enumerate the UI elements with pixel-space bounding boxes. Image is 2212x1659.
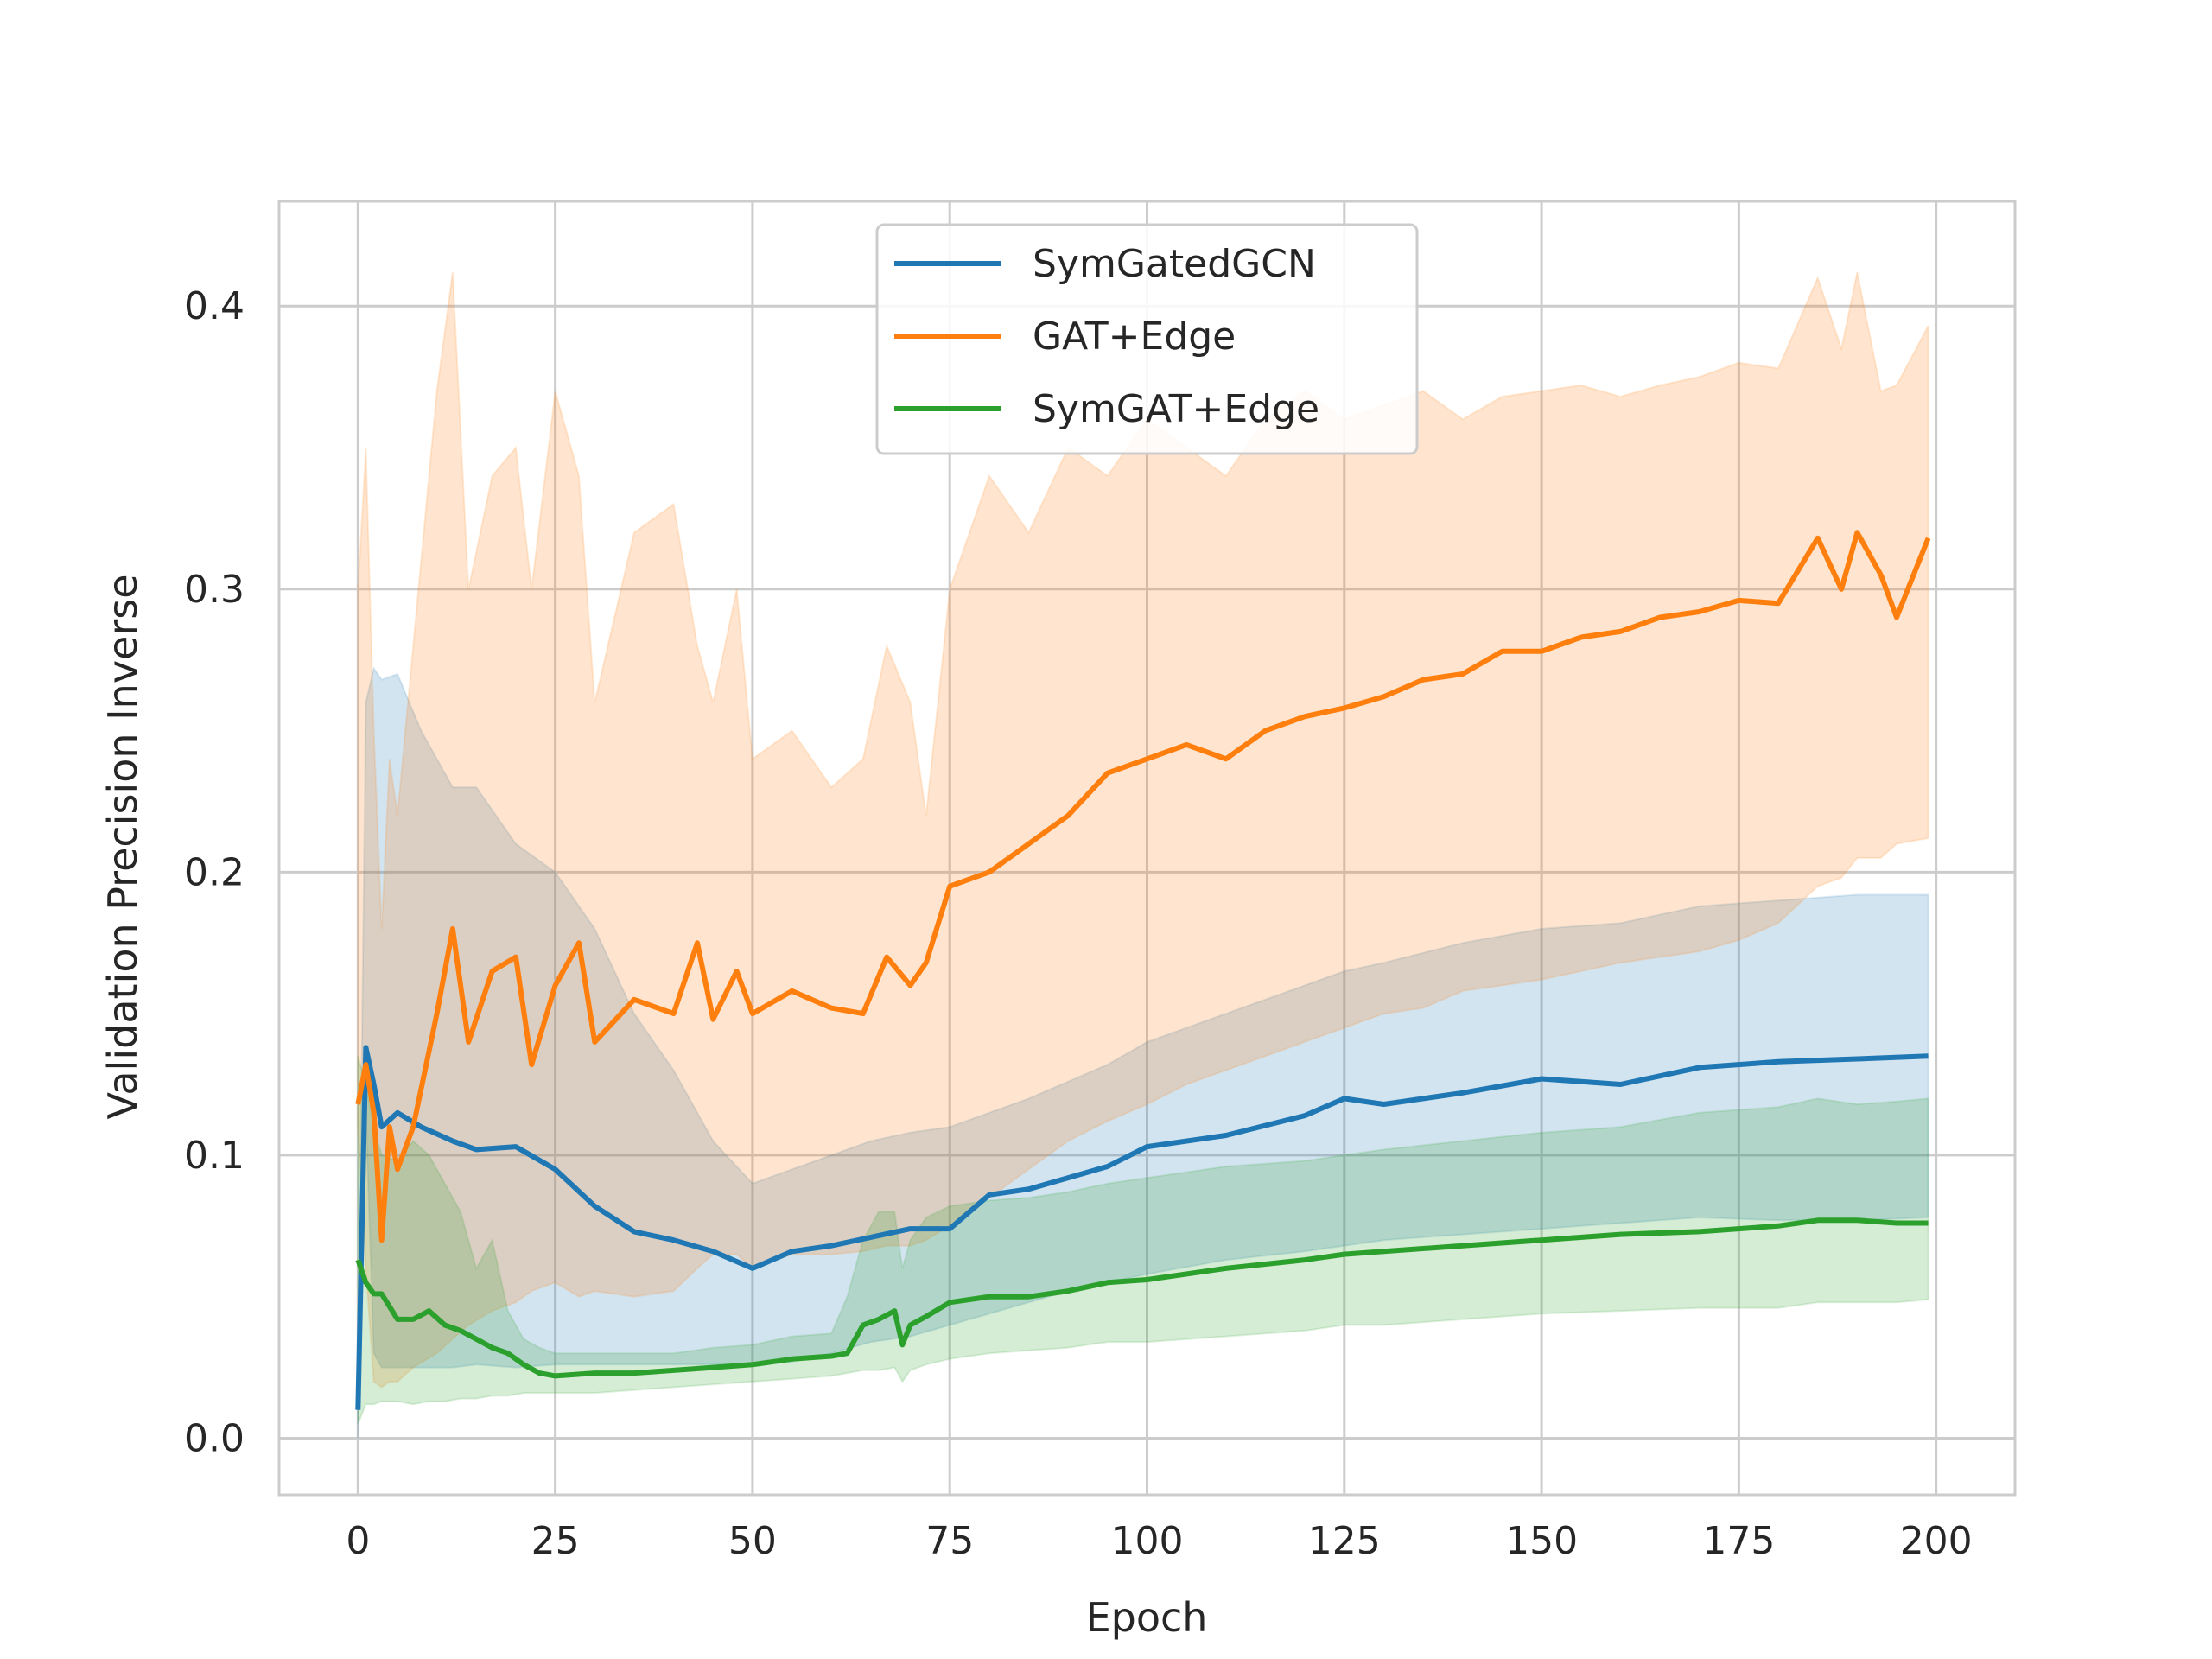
x-tick-label: 50 xyxy=(728,1519,777,1563)
y-axis-label: Validation Precision Inverse xyxy=(99,574,146,1119)
grid xyxy=(279,201,2015,1495)
x-tick-label: 25 xyxy=(531,1519,580,1563)
x-tick-labels: 0 25 50 75 100 125 150 175 200 xyxy=(346,1519,1972,1563)
legend-label-symgatedgcn: SymGatedGCN xyxy=(1033,242,1316,286)
y-tick-labels: 0.0 0.1 0.2 0.3 0.4 xyxy=(184,284,245,1460)
x-tick-label: 150 xyxy=(1505,1519,1578,1563)
y-tick-label: 0.1 xyxy=(184,1134,245,1178)
y-tick-label: 0.2 xyxy=(184,850,245,894)
confidence-bands xyxy=(357,271,1929,1439)
symgat-edge-band xyxy=(357,1056,1929,1425)
symgatedgcn-line xyxy=(355,1045,1929,1410)
legend: SymGatedGCN GAT+Edge SymGAT+Edge xyxy=(875,223,1419,455)
symgatedgcn-band xyxy=(357,666,1929,1439)
legend-label-gat-edge: GAT+Edge xyxy=(1033,315,1236,359)
symgat-edge-line xyxy=(355,1217,1929,1379)
gat-edge-band xyxy=(357,271,1929,1389)
x-tick-label: 75 xyxy=(925,1519,974,1563)
x-tick-label: 200 xyxy=(1900,1519,1973,1563)
y-tick-label: 0.3 xyxy=(184,568,245,612)
y-tick-label: 0.4 xyxy=(184,284,245,328)
x-tick-label: 175 xyxy=(1702,1519,1775,1563)
series-lines xyxy=(355,530,1931,1410)
legend-label-symgat-edge: SymGAT+Edge xyxy=(1033,387,1319,431)
x-tick-label: 125 xyxy=(1308,1519,1381,1563)
x-tick-label: 100 xyxy=(1111,1519,1184,1563)
x-tick-label: 0 xyxy=(346,1519,370,1563)
x-axis-label: Epoch xyxy=(1086,1594,1208,1641)
gat-edge-line xyxy=(355,530,1931,1243)
y-tick-label: 0.0 xyxy=(184,1416,245,1460)
legend-box xyxy=(875,223,1419,455)
